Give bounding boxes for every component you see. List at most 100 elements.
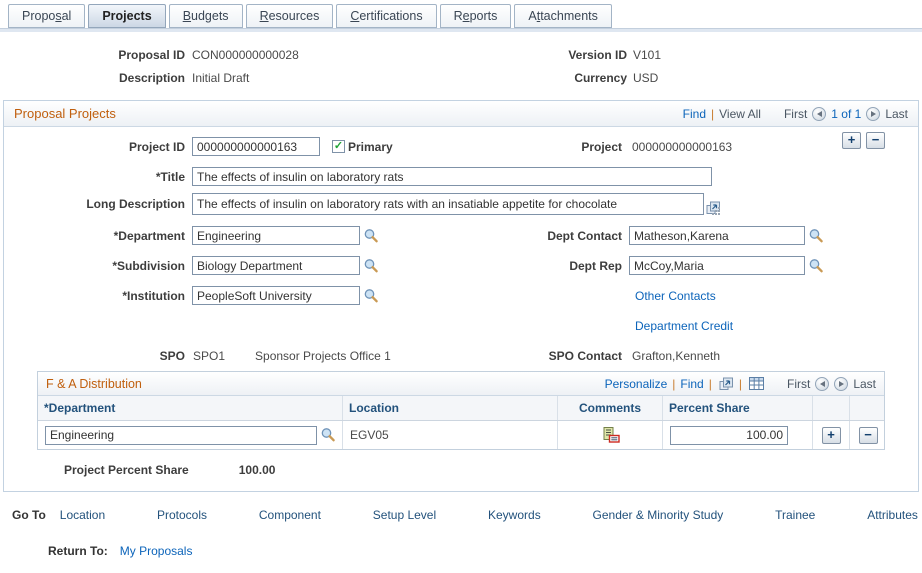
tab-label-part: udgets (191, 9, 229, 23)
fa-next-button[interactable] (834, 376, 849, 391)
find-link[interactable]: Find (682, 106, 707, 121)
fa-col-comments: Comments (558, 396, 663, 420)
tab-proposal[interactable]: Proposal (8, 4, 86, 28)
fa-department-cell (38, 421, 343, 449)
project-percent-share-row: Project Percent Share 100.00 (64, 463, 918, 477)
spo-contact-label: SPO Contact (548, 348, 622, 363)
tab-label-part: al (61, 9, 72, 23)
header-row-2: Description Initial Draft Currency USD (0, 71, 922, 85)
spo-contact-value: Grafton,Kenneth (632, 348, 721, 363)
dept-rep-lookup-icon[interactable] (808, 258, 824, 274)
fa-add-row-button[interactable]: + (821, 426, 841, 444)
expand-popup-icon[interactable] (706, 201, 721, 215)
version-id-label: Version ID (568, 48, 627, 62)
long-description-textarea[interactable]: The effects of insulin on laboratory rat… (192, 192, 704, 215)
department-credit-link[interactable]: Department Credit (635, 318, 734, 333)
delete-row-button[interactable]: − (866, 132, 885, 149)
tab-resources[interactable]: Resources (245, 4, 334, 28)
institution-label: *Institution (122, 288, 185, 303)
goto-location-link[interactable]: Location (59, 508, 106, 522)
goto-trainee-link[interactable]: Trainee (775, 508, 816, 522)
spo-code: SPO1 (193, 348, 226, 363)
other-contacts-link[interactable]: Other Contacts (635, 288, 716, 303)
previous-row-button[interactable] (812, 106, 827, 121)
institution-lookup-icon[interactable] (363, 288, 379, 304)
project-id-cell: ✓ Primary (189, 137, 541, 156)
subdivision-row: *Subdivision Dept Rep (4, 254, 918, 277)
tab-attachments[interactable]: Attachments (514, 4, 612, 28)
zoom-popup-icon[interactable] (719, 377, 734, 391)
fa-department-lookup-icon[interactable] (320, 427, 336, 443)
header-row-1: Proposal ID CON000000000028 Version ID V… (0, 48, 922, 62)
goto-gender-minority-study-link[interactable]: Gender & Minority Study (592, 508, 724, 522)
fa-distribution-header: F & A Distribution Personalize | Find | … (38, 372, 884, 396)
fa-delete-cell: − (850, 421, 886, 449)
fa-find-link[interactable]: Find (680, 376, 704, 391)
fa-first-label: First (786, 376, 811, 391)
separator: | (672, 376, 676, 391)
goto-protocols-link[interactable]: Protocols (157, 508, 208, 522)
project-value: 000000000000163 (632, 139, 733, 154)
fa-column-headers: *Department Location Comments Percent Sh… (38, 396, 884, 421)
long-description-row: Long Description The effects of insulin … (4, 192, 918, 215)
spo-description: Sponsor Projects Office 1 (255, 348, 391, 363)
resize-grip-icon[interactable] (712, 207, 714, 209)
my-proposals-link[interactable]: My Proposals (119, 544, 193, 558)
comments-icon[interactable] (603, 427, 620, 443)
fa-toolbar: Personalize | Find | | First Last (604, 376, 876, 391)
fa-department-input[interactable] (45, 425, 317, 445)
tab-projects[interactable]: Projects (88, 4, 166, 28)
chevron-left-icon (816, 110, 822, 117)
goto-keywords-link[interactable]: Keywords (488, 508, 541, 522)
fa-col-location: Location (343, 396, 558, 420)
institution-row: *Institution Other Contacts (4, 284, 918, 307)
project-fields: Project ID ✓ Primary Project 00000000000… (4, 127, 918, 367)
download-grid-icon[interactable] (748, 377, 764, 390)
fa-percent-share-input[interactable] (670, 425, 788, 445)
dept-rep-input[interactable] (629, 256, 805, 275)
proposal-projects-header: Proposal Projects Find | View All First … (4, 101, 918, 127)
fa-last-label: Last (853, 376, 876, 391)
description-label: Description (118, 71, 185, 85)
tab-budgets[interactable]: Budgets (168, 4, 243, 28)
department-row: *Department Dept Contact (4, 224, 918, 247)
dept-contact-input[interactable] (629, 226, 805, 245)
goto-component-link[interactable]: Component (258, 508, 321, 522)
row-position-label: 1 of 1 (831, 106, 862, 121)
view-all-link[interactable]: View All (719, 106, 761, 121)
department-lookup-icon[interactable] (363, 228, 379, 244)
tab-reports[interactable]: Reports (439, 4, 512, 28)
currency-label: Currency (574, 71, 627, 85)
tab-divider (0, 28, 922, 32)
fa-col-add (813, 396, 850, 420)
department-input[interactable] (192, 226, 360, 245)
fa-delete-row-button[interactable]: − (858, 426, 878, 444)
dept-contact-lookup-icon[interactable] (808, 228, 824, 244)
return-to-row: Return To: My Proposals (0, 544, 922, 558)
tab-label-part: e (462, 9, 470, 23)
subdivision-lookup-icon[interactable] (363, 258, 379, 274)
primary-checkbox[interactable]: ✓ (332, 140, 345, 153)
institution-input[interactable] (192, 286, 360, 305)
dept-rep-label: Dept Rep (569, 258, 622, 273)
chevron-right-icon (870, 110, 876, 117)
long-description-label: Long Description (86, 196, 185, 211)
goto-attributes-link[interactable]: Attributes (867, 508, 918, 522)
goto-row: Go To Location Protocols Component Setup… (0, 508, 922, 522)
fa-percent-share-cell (663, 421, 813, 449)
goto-label: Go To (12, 508, 46, 522)
tab-label-part: ertifications (359, 9, 423, 23)
fa-previous-button[interactable] (815, 376, 830, 391)
tab-certifications[interactable]: Certifications (336, 4, 437, 28)
personalize-link[interactable]: Personalize (604, 376, 668, 391)
next-row-button[interactable] (866, 106, 881, 121)
add-row-button[interactable]: + (842, 132, 861, 149)
tab-label-part: esources (268, 9, 320, 23)
checkmark-icon: ✓ (333, 140, 344, 152)
spo-row: SPO SPO1 Sponsor Projects Office 1 SPO C… (4, 344, 918, 367)
title-input[interactable] (192, 167, 712, 186)
fa-location-value: EGV05 (350, 428, 389, 442)
project-id-input[interactable] (192, 137, 320, 156)
goto-setup-level-link[interactable]: Setup Level (372, 508, 437, 522)
subdivision-input[interactable] (192, 256, 360, 275)
